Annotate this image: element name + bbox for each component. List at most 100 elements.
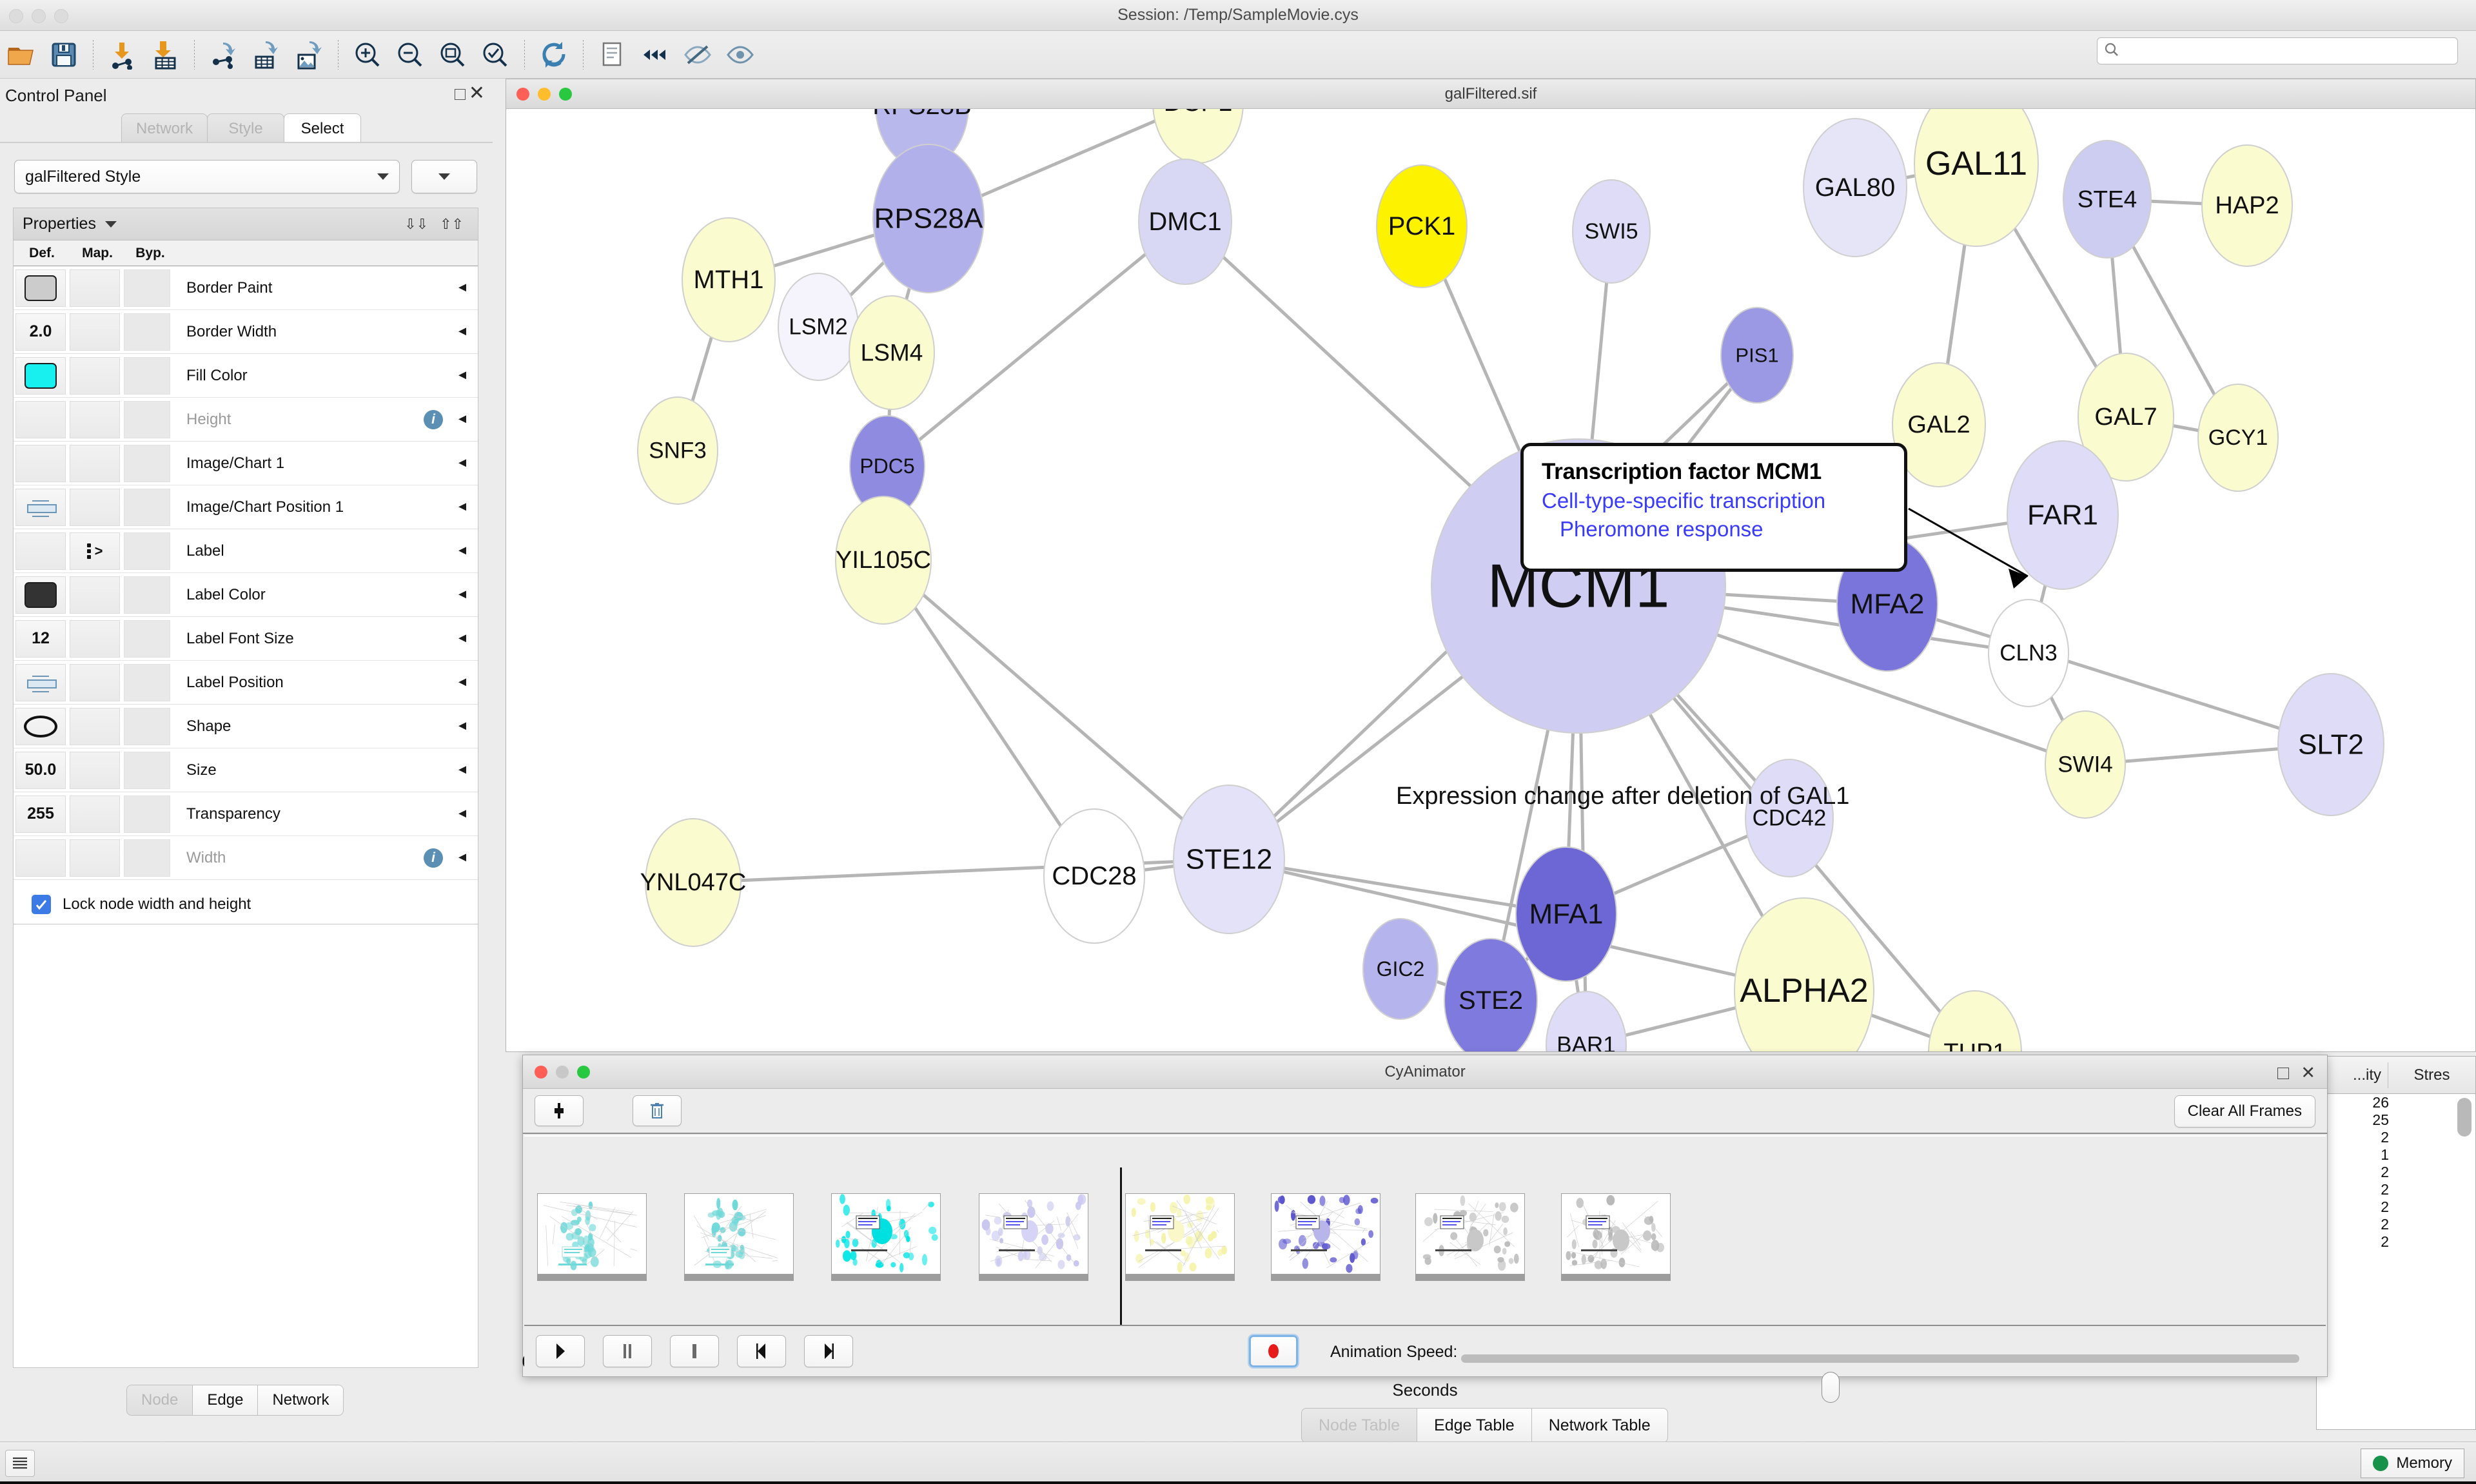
property-bypass-cell[interactable] <box>124 707 170 745</box>
network-node[interactable]: TUP1 <box>1928 990 2022 1051</box>
chevron-left-icon[interactable]: ◄ <box>456 368 469 382</box>
property-row[interactable]: Image/Chart Position 1 ◄ <box>14 485 478 529</box>
network-node[interactable]: YNL047C <box>640 818 747 947</box>
tab-select[interactable]: Select <box>284 113 362 143</box>
property-default-cell[interactable] <box>15 488 66 526</box>
chevron-left-icon[interactable]: ◄ <box>456 500 469 514</box>
chevron-left-icon[interactable]: ◄ <box>456 456 469 470</box>
export-image-icon[interactable] <box>288 34 330 76</box>
property-bypass-cell[interactable] <box>124 313 170 351</box>
node-shape[interactable] <box>645 818 742 947</box>
playhead-marker[interactable] <box>1120 1167 1122 1329</box>
network-node[interactable]: SWI5 <box>1572 179 1651 284</box>
node-shape[interactable] <box>1720 307 1794 404</box>
property-default-cell[interactable] <box>15 707 66 745</box>
node-shape[interactable] <box>637 396 718 505</box>
skip-end-button[interactable] <box>804 1335 853 1367</box>
network-node[interactable]: DCP1 <box>1152 109 1244 164</box>
property-row[interactable]: Border Paint ◄ <box>14 266 478 310</box>
float-panel-icon[interactable] <box>455 89 466 100</box>
network-edge[interactable] <box>886 220 1186 467</box>
refresh-layout-icon[interactable] <box>533 34 575 76</box>
show-all-icon[interactable] <box>719 34 761 76</box>
animation-speed-slider-knob[interactable] <box>1822 1372 1840 1403</box>
search-input[interactable] <box>2125 43 2451 59</box>
list-icon[interactable] <box>5 1450 35 1477</box>
property-mapping-cell[interactable] <box>70 707 120 745</box>
chevron-down-icon[interactable] <box>104 220 117 228</box>
node-shape[interactable] <box>1362 918 1439 1020</box>
pause-button[interactable] <box>603 1335 652 1367</box>
timeline-frame[interactable] <box>831 1193 941 1274</box>
property-row[interactable]: Shape ◄ <box>14 705 478 748</box>
search-input-wrap[interactable] <box>2097 37 2458 64</box>
property-bypass-cell[interactable] <box>124 751 170 789</box>
table-row[interactable]: 2 <box>2317 1233 2475 1251</box>
stop-button[interactable] <box>670 1335 719 1367</box>
property-default-cell[interactable] <box>15 576 66 614</box>
property-mapping-cell[interactable] <box>70 751 120 789</box>
chevron-left-icon[interactable]: ◄ <box>456 587 469 601</box>
node-shape[interactable] <box>1734 897 1874 1051</box>
network-node[interactable]: FAR1 <box>2007 440 2119 590</box>
network-edge[interactable] <box>1887 602 2332 747</box>
bottom-tab-edge[interactable]: Edge <box>192 1385 259 1416</box>
collapse-all-icon[interactable]: ⇩⇩ <box>404 215 429 232</box>
property-row[interactable]: Height i ◄ <box>14 398 478 442</box>
network-edge[interactable] <box>881 559 1096 877</box>
chevron-left-icon[interactable]: ◄ <box>456 324 469 338</box>
network-node[interactable]: GAL7 <box>2078 353 2174 482</box>
property-row[interactable]: Label Color ◄ <box>14 573 478 617</box>
timeline-frame[interactable] <box>1125 1193 1235 1274</box>
network-node[interactable]: MFA1 <box>1515 846 1617 982</box>
network-edge[interactable] <box>882 559 1230 861</box>
expand-all-icon[interactable]: ⇧⇧ <box>440 215 464 232</box>
zoom-in-icon[interactable] <box>346 34 389 76</box>
property-default-cell[interactable]: 2.0 <box>15 313 66 351</box>
network-node[interactable]: RPS28A <box>872 144 985 293</box>
property-mapping-cell[interactable] <box>70 488 120 526</box>
node-shape[interactable] <box>1745 759 1834 877</box>
network-node[interactable]: GCY1 <box>2197 384 2279 492</box>
node-shape[interactable] <box>872 144 985 293</box>
zoom-fit-icon[interactable] <box>431 34 474 76</box>
property-mapping-cell[interactable] <box>70 576 120 614</box>
network-node[interactable]: CLN3 <box>1988 599 2069 707</box>
network-node[interactable]: BAR1 <box>1546 991 1627 1051</box>
network-node[interactable]: PIS1 <box>1720 307 1794 404</box>
node-shape[interactable] <box>2078 353 2174 482</box>
network-node[interactable]: LSM4 <box>849 295 935 410</box>
node-shape[interactable] <box>2201 144 2293 267</box>
property-mapping-cell[interactable] <box>70 663 120 701</box>
property-default-cell[interactable] <box>15 532 66 570</box>
property-mapping-cell[interactable] <box>70 313 120 351</box>
network-node[interactable]: STE12 <box>1173 785 1285 934</box>
property-bypass-cell[interactable] <box>124 532 170 570</box>
style-menu-button[interactable] <box>411 160 477 193</box>
node-shape[interactable] <box>2007 440 2119 590</box>
property-bypass-cell[interactable] <box>124 576 170 614</box>
property-bypass-cell[interactable] <box>124 356 170 395</box>
network-node[interactable]: SNF3 <box>637 396 718 505</box>
timeline-frame[interactable] <box>684 1193 794 1274</box>
node-shape[interactable] <box>1892 362 1986 487</box>
property-row[interactable]: 12 Label Font Size ◄ <box>14 617 478 661</box>
property-default-cell[interactable] <box>15 839 66 877</box>
property-row[interactable]: 2.0 Border Width ◄ <box>14 310 478 354</box>
property-default-cell[interactable] <box>15 663 66 701</box>
network-canvas[interactable]: RPS28B DCP1 RPS28A DMC1 PCK1 SWI5 GAL80 GAL11 ST… <box>506 109 2475 1051</box>
node-shape[interactable] <box>849 295 935 410</box>
property-row[interactable]: 50.0 Size ◄ <box>14 748 478 792</box>
vertical-scrollbar[interactable] <box>2457 1098 2471 1137</box>
bottom-tab-node[interactable]: Node <box>126 1385 193 1416</box>
table-row[interactable]: 2 <box>2317 1198 2475 1216</box>
tab-node-table[interactable]: Node Table <box>1301 1408 1418 1443</box>
ellipse-shape-icon[interactable] <box>24 715 57 737</box>
lock-node-size-checkbox[interactable] <box>32 894 51 914</box>
table-row[interactable]: 2 <box>2317 1181 2475 1198</box>
table-row[interactable]: 2 <box>2317 1164 2475 1181</box>
new-network-icon[interactable] <box>591 34 634 76</box>
chevron-left-icon[interactable]: ◄ <box>456 806 469 821</box>
network-node[interactable]: PDC5 <box>849 415 925 517</box>
network-node[interactable]: PCK1 <box>1376 164 1468 288</box>
